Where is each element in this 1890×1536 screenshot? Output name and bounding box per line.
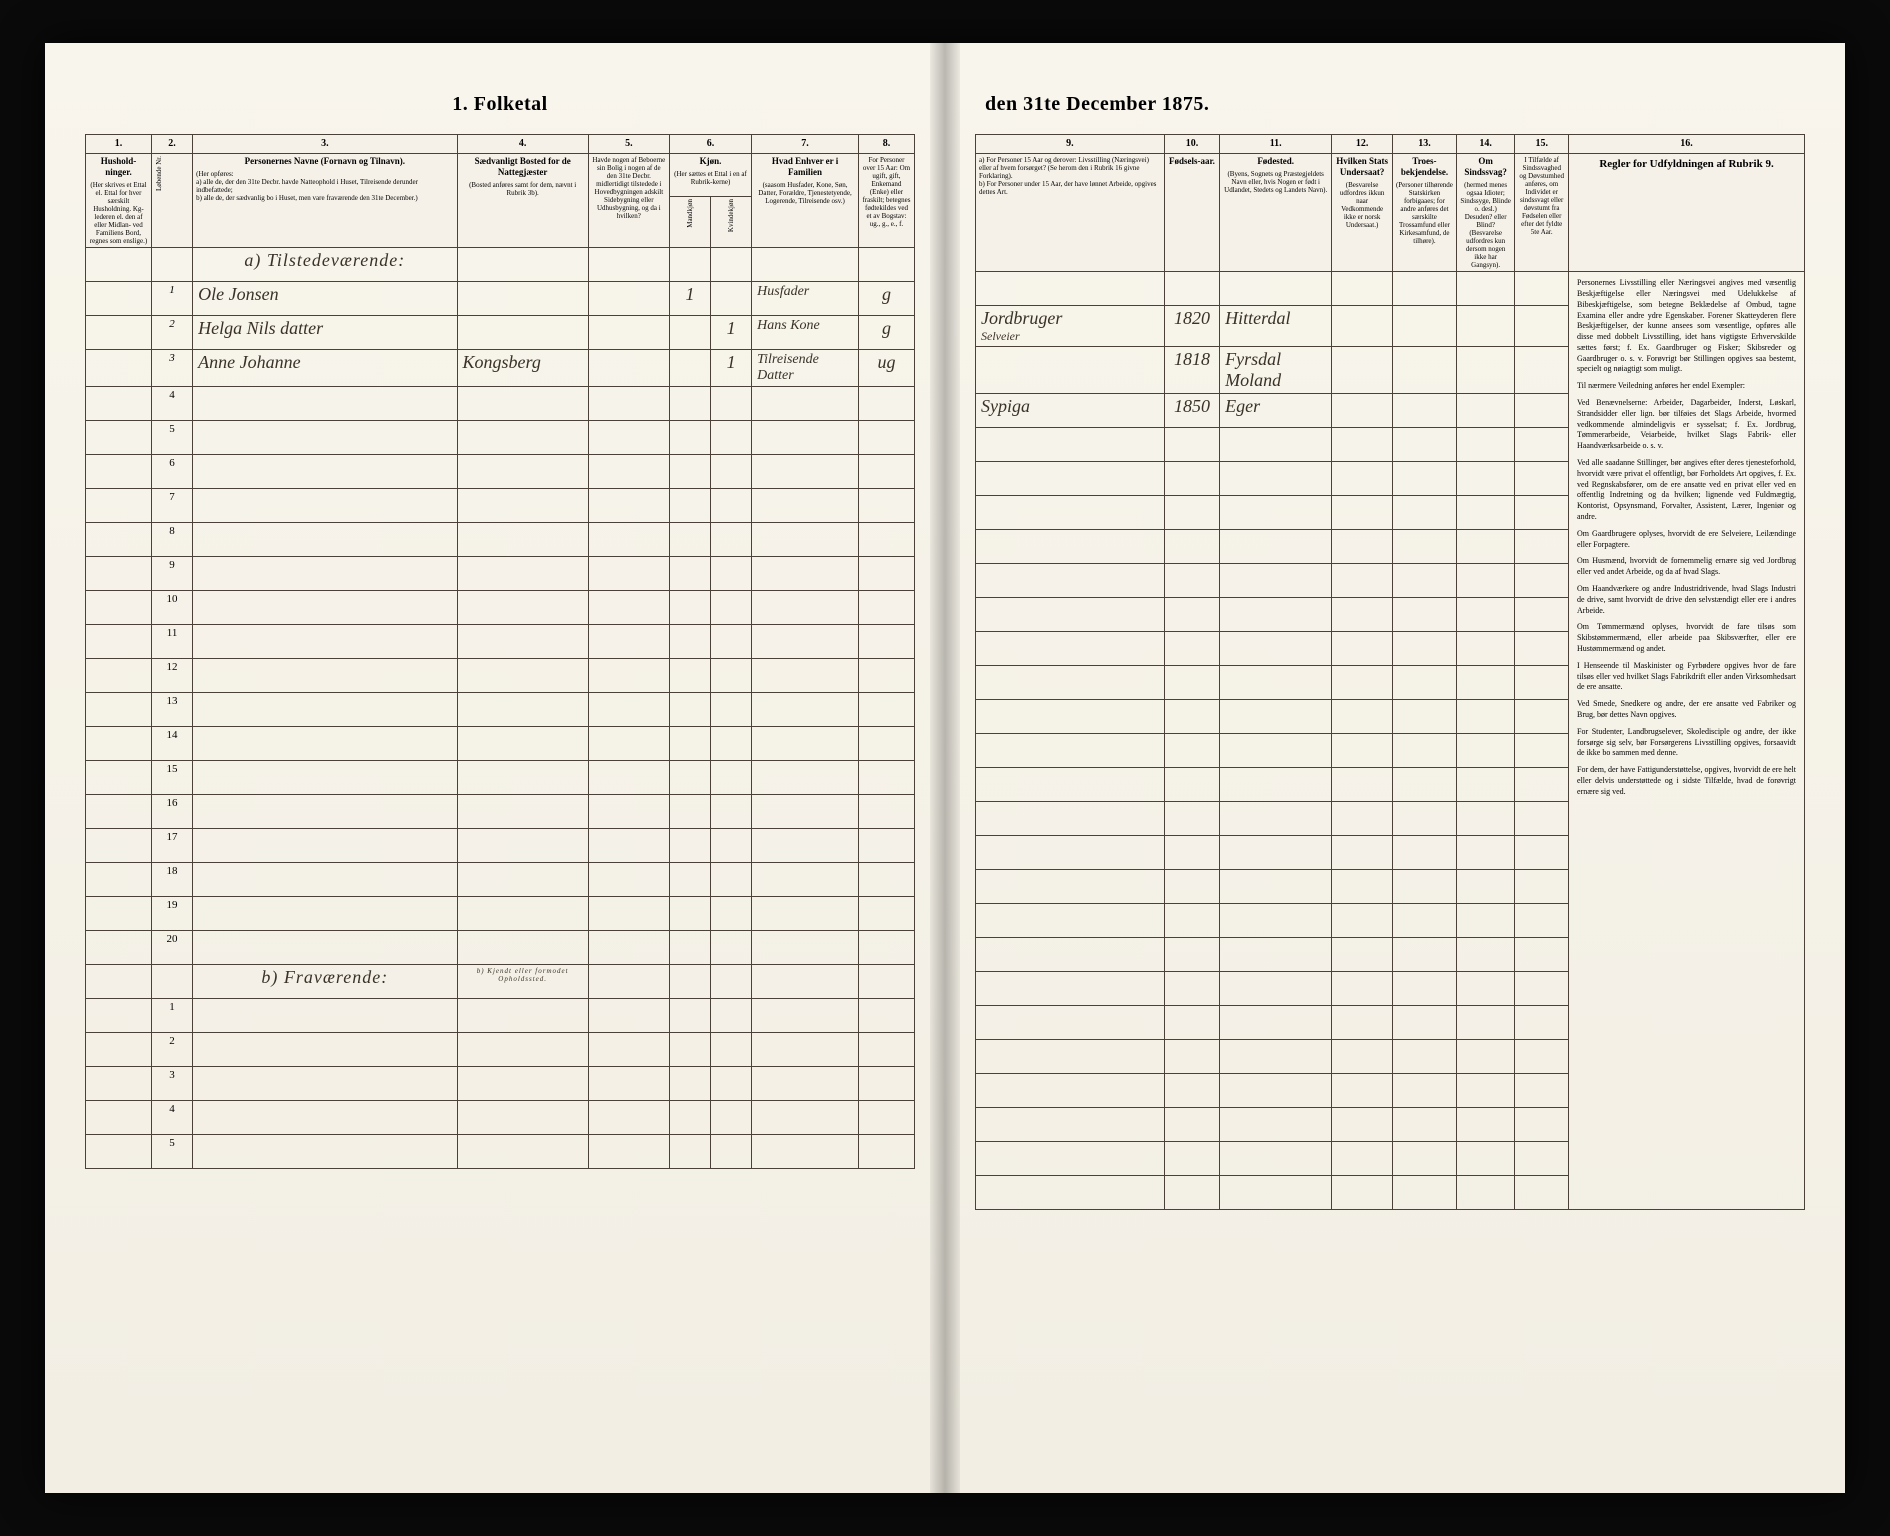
header-7: Hvad Enhver er i Familien (saasom Husfad… xyxy=(752,154,859,248)
header-8: For Personer over 15 Aar: Om ugift, gift… xyxy=(858,154,914,248)
header-6: Kjøn. (Her sættes et Ettal i en af Rubri… xyxy=(669,154,751,197)
header-10: Fødsels-aar. xyxy=(1164,154,1219,272)
table-row: 3 Anne Johanne Kongsberg 1 Tilreisende D… xyxy=(86,349,915,386)
table-row: 11 xyxy=(86,624,915,658)
right-page: den 31te December 1875. 9. 10. 11. 12. 1… xyxy=(945,43,1845,1493)
page-title-right: den 31te December 1875. xyxy=(975,93,1805,116)
header-14: Om Sindssvag? (hermed menes ogsaa Idiote… xyxy=(1456,154,1514,272)
table-row: 9 xyxy=(86,556,915,590)
table-row: 17 xyxy=(86,828,915,862)
header-3: Personernes Navne (Fornavn og Tilnavn). … xyxy=(193,154,457,248)
col-num-12: 12. xyxy=(1332,135,1393,154)
left-page: 1. Folketal 1. 2. 3. 4. 5. 6. 7. 8. Hush… xyxy=(45,43,945,1493)
header-6a: Mandkjøn xyxy=(669,197,710,248)
col-num-9: 9. xyxy=(976,135,1165,154)
header-12: Hvilken Stats Undersaat? (Besvarelse udf… xyxy=(1332,154,1393,272)
table-row: 2 xyxy=(86,1032,915,1066)
section-present: a) Tilstedeværende: xyxy=(193,247,457,281)
table-row: 20 xyxy=(86,930,915,964)
col-num-10: 10. xyxy=(1164,135,1219,154)
col-num-13: 13. xyxy=(1392,135,1456,154)
table-row: 13 xyxy=(86,692,915,726)
table-row: 1 Ole Jonsen 1 Husfader g xyxy=(86,281,915,315)
col-num-3: 3. xyxy=(193,135,457,154)
header-1: Hushold-ninger. (Her skrives et Ettal el… xyxy=(86,154,152,248)
table-row: 8 xyxy=(86,522,915,556)
instructions-column: Personernes Livsstilling eller Næringsve… xyxy=(1569,272,1805,1210)
col-num-7: 7. xyxy=(752,135,859,154)
header-5: Havde nogen af Beboerne sin Bolig i noge… xyxy=(588,154,669,248)
col-num-6: 6. xyxy=(669,135,751,154)
col-num-1: 1. xyxy=(86,135,152,154)
col-num-8: 8. xyxy=(858,135,914,154)
table-row: 1 xyxy=(86,998,915,1032)
table-row: 2 Helga Nils datter 1 Hans Kone g xyxy=(86,315,915,349)
page-title-left: 1. Folketal xyxy=(85,93,915,116)
table-row: 6 xyxy=(86,454,915,488)
col-num-14: 14. xyxy=(1456,135,1514,154)
table-row: 16 xyxy=(86,794,915,828)
header-15: I Tilfælde af Sindssvaghed og Døvstumhed… xyxy=(1515,154,1569,272)
table-row: 15 xyxy=(86,760,915,794)
table-row: 4 xyxy=(86,1100,915,1134)
census-table-left: 1. 2. 3. 4. 5. 6. 7. 8. Hushold-ninger. … xyxy=(85,134,915,1169)
table-row: 3 xyxy=(86,1066,915,1100)
table-row: 7 xyxy=(86,488,915,522)
header-6b: Kvindekjøn xyxy=(711,197,752,248)
table-row: 5 xyxy=(86,1134,915,1168)
header-11: Fødested. (Byens, Sognets og Præstegjeld… xyxy=(1220,154,1332,272)
section-absent: b) Fraværende: xyxy=(193,964,457,998)
header-2: Løbende Nr. xyxy=(151,154,192,248)
table-row: 14 xyxy=(86,726,915,760)
col-num-15: 15. xyxy=(1515,135,1569,154)
census-table-right: 9. 10. 11. 12. 13. 14. 15. 16. a) For Pe… xyxy=(975,134,1805,1210)
header-13: Troes-bekjendelse. (Personer tilhørende … xyxy=(1392,154,1456,272)
col-num-16: 16. xyxy=(1569,135,1805,154)
col-num-4: 4. xyxy=(457,135,588,154)
table-row: 4 xyxy=(86,386,915,420)
census-book-spread: 1. Folketal 1. 2. 3. 4. 5. 6. 7. 8. Hush… xyxy=(45,43,1845,1493)
col-num-5: 5. xyxy=(588,135,669,154)
col-num-11: 11. xyxy=(1220,135,1332,154)
table-row: 5 xyxy=(86,420,915,454)
table-row: 10 xyxy=(86,590,915,624)
table-row: 18 xyxy=(86,862,915,896)
header-4: Sædvanligt Bosted for de Nattegjæster (B… xyxy=(457,154,588,248)
table-row: 12 xyxy=(86,658,915,692)
table-row: 19 xyxy=(86,896,915,930)
header-16: Regler for Udfyldningen af Rubrik 9. xyxy=(1569,154,1805,272)
header-9: a) For Personer 15 Aar og derover: Livss… xyxy=(976,154,1165,272)
col-num-2: 2. xyxy=(151,135,192,154)
